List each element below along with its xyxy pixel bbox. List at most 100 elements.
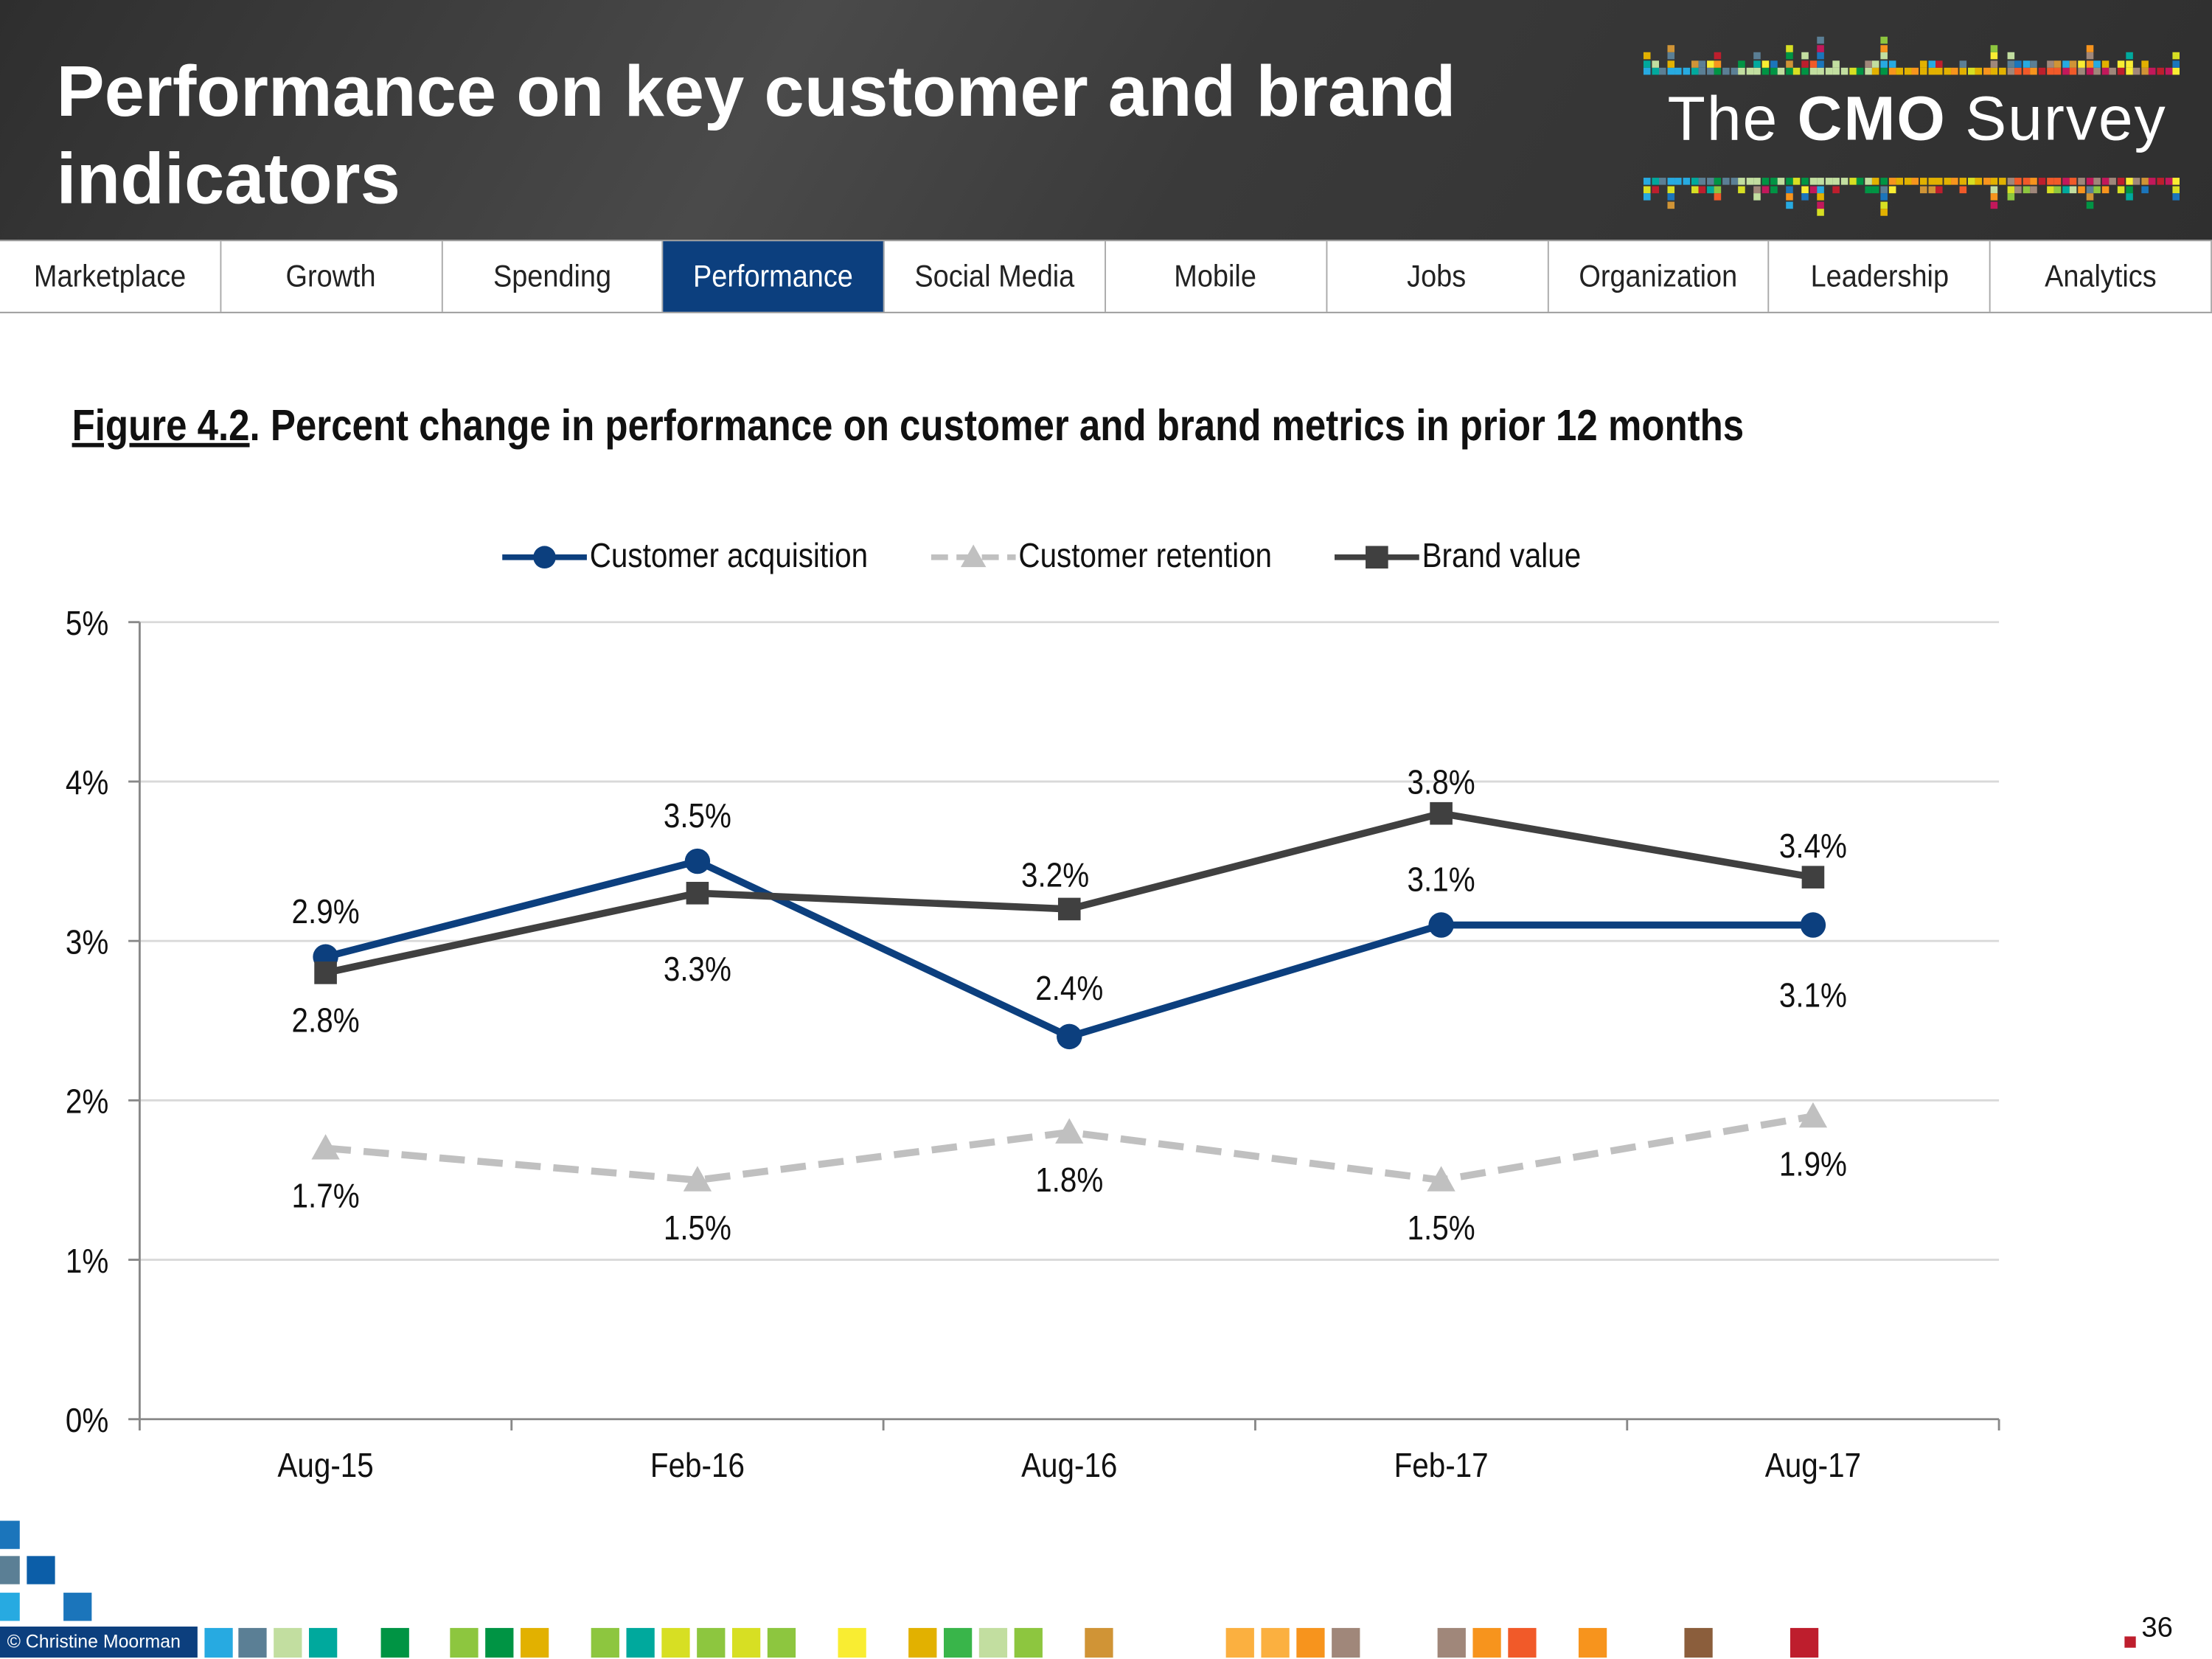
logo-pixel	[1651, 60, 1659, 67]
tab-performance[interactable]: Performance	[663, 241, 885, 312]
legend-square-marker-icon	[1334, 546, 1419, 569]
logo-pixel	[1927, 67, 1935, 75]
logo-pixel	[1880, 67, 1888, 75]
logo-pixel	[1919, 185, 1927, 193]
logo-pixel	[1761, 178, 1770, 185]
logo-pixel	[1785, 185, 1793, 193]
logo-pixel	[1753, 67, 1761, 75]
logo-pixel	[1959, 67, 1967, 75]
logo-pixel	[1659, 178, 1666, 185]
logo-pixel	[1991, 44, 1998, 52]
logo-cmo: CMO	[1797, 84, 1947, 154]
logo-pixel	[1983, 178, 1991, 185]
tab-mobile[interactable]: Mobile	[1106, 241, 1327, 312]
copyright-credit: © Christine Moorman	[0, 1627, 198, 1658]
logo-pixel	[2101, 185, 2109, 193]
logo-pixel	[2085, 67, 2093, 75]
logo-pixel	[2046, 67, 2053, 75]
logo-pixel	[1904, 178, 1912, 185]
tab-jobs[interactable]: Jobs	[1327, 241, 1548, 312]
logo-pixel	[1738, 67, 1746, 75]
logo-pixel	[2030, 60, 2038, 67]
logo-pixel	[2149, 67, 2157, 75]
logo-pixel	[2140, 185, 2149, 193]
tab-analytics[interactable]: Analytics	[1991, 241, 2212, 312]
logo-pixel	[1864, 185, 1872, 193]
legend-label: Brand value	[1422, 537, 1582, 576]
x-tick-label: Feb-16	[650, 1447, 745, 1485]
logo-pixel	[1935, 185, 1943, 193]
logo-pixel	[1643, 178, 1651, 185]
logo-pixel	[1706, 178, 1714, 185]
logo-pixel	[1714, 178, 1722, 185]
tab-label: Organization	[1579, 258, 1738, 293]
logo-pixel	[1714, 67, 1722, 75]
logo-pixel	[1880, 178, 1888, 185]
logo-pixel	[1959, 60, 1967, 67]
logo-pixel	[2165, 67, 2172, 75]
logo-pixel	[1825, 67, 1832, 75]
logo-pixel	[1880, 52, 1888, 60]
footer-block	[520, 1627, 549, 1658]
tab-spending[interactable]: Spending	[442, 241, 664, 312]
logo-text: The CMO Survey	[1667, 85, 2166, 156]
logo-pixel	[2165, 178, 2172, 185]
logo-pixel	[2125, 185, 2133, 193]
logo-pixel	[2006, 185, 2014, 193]
logo-pixel	[1880, 201, 1888, 209]
logo-pixel	[2006, 52, 2014, 60]
logo-pixel	[2093, 60, 2101, 67]
logo-pixel	[2110, 67, 2117, 75]
tab-label: Jobs	[1407, 258, 1467, 293]
figure-number: Figure 4.2	[72, 400, 250, 451]
logo-pixel	[1991, 52, 1998, 60]
logo-pixel	[1651, 178, 1659, 185]
logo-pixel	[1888, 178, 1896, 185]
tab-label: Performance	[693, 258, 854, 293]
tab-leadership[interactable]: Leadership	[1770, 241, 1991, 312]
logo-pixel	[1785, 193, 1793, 201]
logo-pixel	[1738, 60, 1746, 67]
logo-pixel	[1896, 67, 1904, 75]
logo-pixel	[1999, 178, 2006, 185]
logo-pixel	[1919, 60, 1927, 67]
logo-pixel	[1840, 67, 1848, 75]
logo-pixel	[1667, 178, 1674, 185]
logo-pixel	[1801, 193, 1809, 201]
data-label: 1.8%	[1035, 1162, 1103, 1200]
logo-pixel	[1817, 67, 1825, 75]
logo-pixel	[1778, 178, 1785, 185]
logo-pixel	[1698, 178, 1706, 185]
logo-pixel	[2006, 193, 2014, 201]
logo-pixel	[2070, 67, 2078, 75]
logo-pixel	[2030, 67, 2038, 75]
logo-pixel	[1761, 185, 1770, 193]
tab-marketplace[interactable]: Marketplace	[0, 241, 221, 312]
footer-block	[1790, 1627, 1819, 1658]
logo-pixel	[2078, 178, 2085, 185]
logo-pixel	[2140, 178, 2149, 185]
logo-pixel	[1761, 60, 1770, 67]
tab-growth[interactable]: Growth	[221, 241, 442, 312]
logo-pixel	[2014, 178, 2023, 185]
y-tick-label: 5%	[66, 605, 108, 643]
data-point-triangle	[1427, 1166, 1455, 1192]
logo-pixel	[1872, 185, 1880, 193]
logo-pixel	[2101, 67, 2109, 75]
tab-organization[interactable]: Organization	[1548, 241, 1770, 312]
logo-pixel	[1753, 185, 1761, 193]
x-tick-label: Aug-15	[277, 1447, 373, 1485]
logo-pixel	[1809, 60, 1817, 67]
data-point-square	[686, 881, 709, 905]
tab-social-media[interactable]: Social Media	[885, 241, 1106, 312]
logo-pixel	[1975, 67, 1983, 75]
footer-block	[1332, 1627, 1360, 1658]
logo-pixel	[1991, 178, 1998, 185]
logo-pixel	[1872, 60, 1880, 67]
logo-pixel	[1944, 67, 1951, 75]
logo-pixel	[1714, 60, 1722, 67]
logo-pixel	[1848, 178, 1857, 185]
data-label: 1.9%	[1779, 1146, 1847, 1183]
logo-pixel	[1927, 185, 1935, 193]
logo-pixel	[1880, 193, 1888, 201]
